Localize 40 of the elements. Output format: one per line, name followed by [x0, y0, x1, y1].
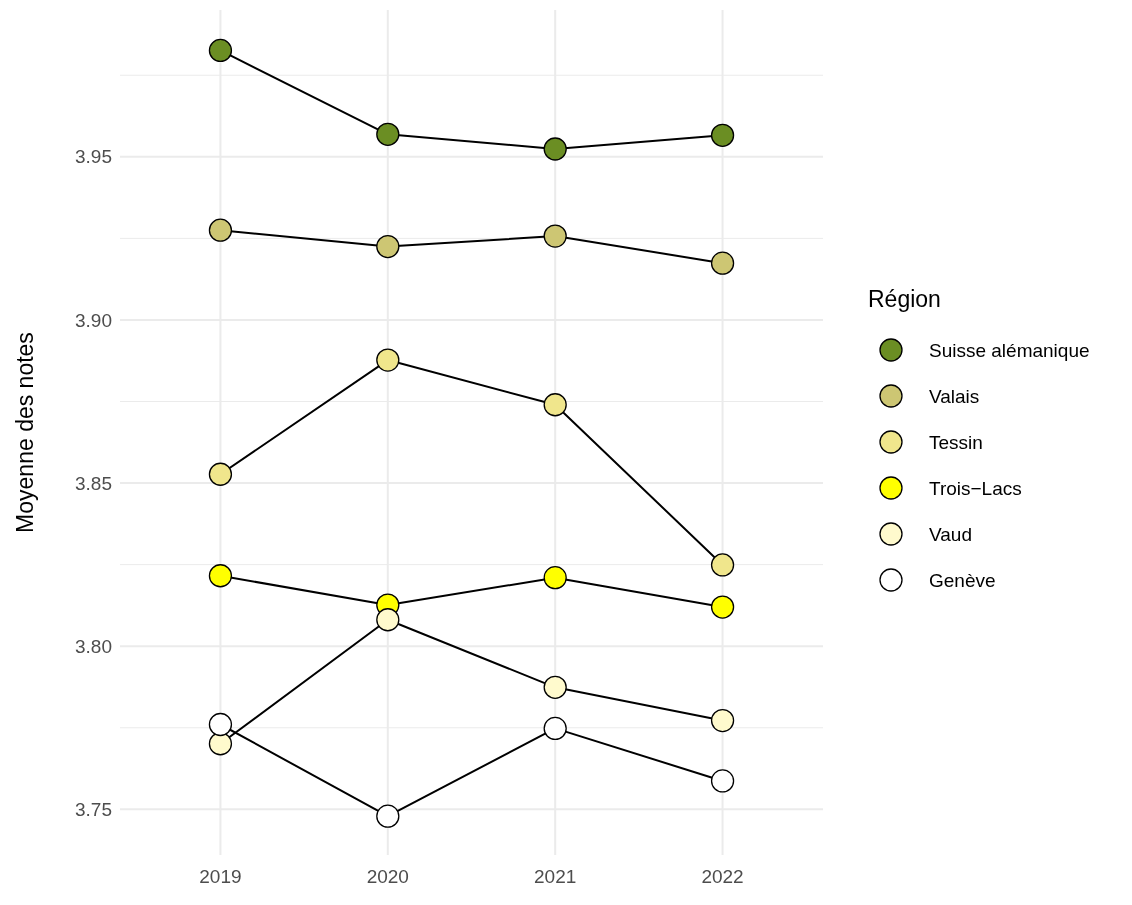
point: [543, 393, 567, 417]
point: [208, 564, 233, 588]
point: [710, 595, 735, 619]
point: [543, 224, 567, 248]
point: [208, 218, 233, 242]
point: [208, 712, 233, 737]
y-axis-title: Moyenne des notes: [12, 332, 38, 533]
point: [543, 137, 567, 161]
point: [710, 123, 735, 147]
legend-label: Tessin: [929, 431, 983, 453]
point: [710, 553, 735, 577]
x-tick-label: 2022: [701, 866, 744, 887]
point: [376, 122, 400, 146]
legend-label: Suisse alémanique: [929, 339, 1090, 361]
point: [543, 675, 567, 699]
y-tick-label: 3.85: [75, 472, 112, 494]
point: [376, 608, 400, 632]
y-tick-label: 3.90: [75, 309, 112, 331]
point: [376, 348, 400, 372]
point: [376, 234, 400, 259]
legend-label: Trois−Lacs: [929, 477, 1022, 499]
legend-label: Vaud: [929, 523, 972, 545]
legend-title: Région: [868, 286, 941, 312]
y-tick-label: 3.95: [75, 146, 112, 168]
y-tick-label: 3.75: [75, 798, 112, 820]
legend-label: Valais: [929, 385, 980, 407]
point: [710, 251, 735, 275]
point: [208, 38, 233, 63]
point: [208, 732, 233, 756]
point: [543, 566, 567, 590]
x-tick-label: 2021: [534, 866, 577, 887]
point: [376, 804, 400, 828]
point: [710, 769, 735, 793]
y-tick-label: 3.80: [75, 635, 112, 657]
legend-label: Genève: [929, 569, 996, 591]
point: [208, 462, 233, 486]
x-tick-label: 2019: [199, 866, 242, 887]
point: [543, 716, 567, 741]
point: [710, 708, 735, 733]
x-tick-label: 2020: [366, 866, 409, 887]
